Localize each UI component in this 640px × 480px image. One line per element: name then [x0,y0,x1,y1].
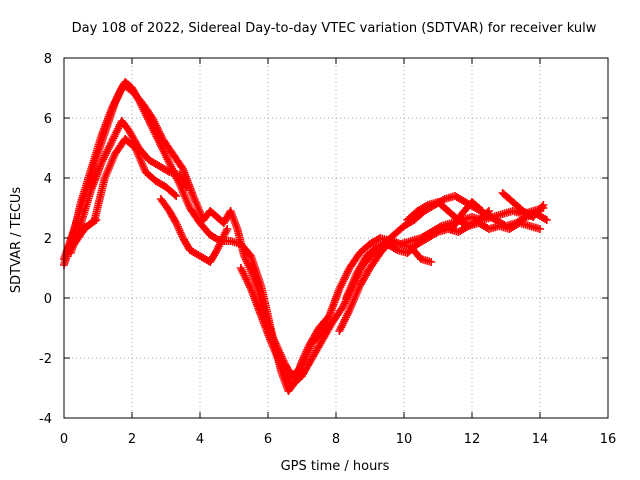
x-tick-label: 8 [332,432,340,447]
data-point [427,258,436,266]
x-tick-label: 4 [196,432,204,447]
chart-title: Day 108 of 2022, Sidereal Day-to-day VTE… [72,21,597,36]
series-track-7 [236,264,337,389]
series-track-9 [335,237,436,335]
series-track-6 [156,195,232,266]
series-track-12 [447,198,487,233]
y-axis-label: SDTVAR / TECUs [9,187,24,294]
data-point [536,225,544,233]
y-tick-label: 4 [44,172,52,187]
data-point [328,318,337,326]
y-tick-label: 2 [44,232,52,247]
y-tick-label: 8 [44,52,52,67]
y-tick-label: -2 [39,352,52,367]
y-tick-label: 6 [44,112,52,127]
y-tick-label: -4 [39,412,52,427]
data-points [60,78,551,395]
series-track-2 [60,81,551,380]
data-point [478,207,487,215]
data-point [92,216,101,224]
x-tick-label: 6 [264,432,272,447]
x-tick-label: 0 [60,432,68,447]
x-tick-label: 14 [532,432,549,447]
data-point [539,201,548,209]
axis-tick-labels: 0 2 4 6 8 10 12 14 16 -4 -2 0 2 4 6 8 [39,52,616,447]
grid [64,58,608,418]
data-point [223,225,232,233]
series-track-5 [63,216,101,254]
x-tick-label: 2 [128,432,136,447]
series-track-8 [342,219,544,302]
series-track-11 [498,189,548,221]
x-tick-label: 12 [464,432,481,447]
x-tick-label: 10 [396,432,413,447]
data-point [485,207,493,215]
plot-frame [63,57,609,419]
x-axis-label: GPS time / hours [281,459,390,474]
data-point [182,183,191,191]
data-point [542,216,551,224]
series-track-1 [60,78,548,395]
data-point [172,192,181,200]
x-tick-label: 16 [600,432,617,447]
y-tick-label: 0 [44,292,52,307]
